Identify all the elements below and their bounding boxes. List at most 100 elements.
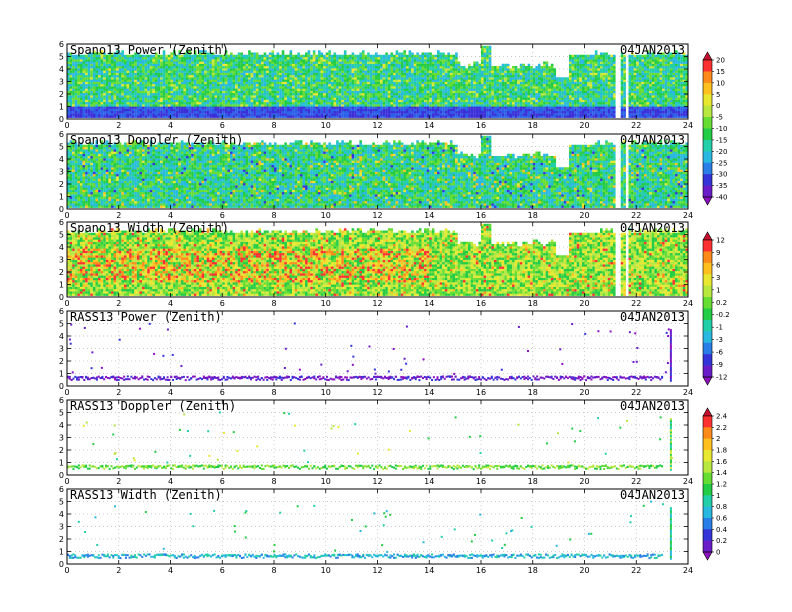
data-cell xyxy=(429,86,432,88)
data-cell xyxy=(258,98,261,100)
data-cell xyxy=(165,73,168,75)
data-cell xyxy=(98,71,101,73)
data-cell xyxy=(409,84,412,86)
data-cell xyxy=(163,82,166,84)
data-cell xyxy=(212,82,215,84)
data-cell xyxy=(72,86,75,88)
data-cell xyxy=(502,113,505,115)
data-cell xyxy=(421,59,424,61)
data-cell xyxy=(362,50,365,52)
data-cell xyxy=(251,82,254,84)
data-cell xyxy=(101,98,104,100)
data-cell xyxy=(310,89,313,91)
data-cell xyxy=(72,116,75,118)
data-cell xyxy=(305,55,308,57)
data-cell xyxy=(499,89,502,91)
data-cell xyxy=(313,89,316,91)
data-cell xyxy=(132,62,135,64)
data-cell xyxy=(111,109,114,111)
data-cell xyxy=(277,102,280,104)
data-cell xyxy=(440,102,443,104)
data-cell xyxy=(406,107,409,109)
data-cell xyxy=(264,116,267,118)
data-cell xyxy=(202,93,205,95)
data-cell xyxy=(290,80,293,82)
data-cell xyxy=(357,66,360,68)
data-cell xyxy=(398,80,401,82)
data-cell xyxy=(240,84,243,86)
data-cell xyxy=(72,109,75,111)
data-cell xyxy=(77,95,80,97)
data-cell xyxy=(230,100,233,102)
data-cell xyxy=(256,111,259,113)
data-cell xyxy=(354,57,357,59)
data-cell xyxy=(165,71,168,73)
data-cell xyxy=(178,84,181,86)
data-cell xyxy=(227,64,230,66)
data-cell xyxy=(478,82,481,84)
data-cell xyxy=(463,107,466,109)
data-cell xyxy=(90,91,93,93)
data-cell xyxy=(256,86,259,88)
data-cell xyxy=(362,57,365,59)
data-cell xyxy=(398,75,401,77)
data-cell xyxy=(403,89,406,91)
data-cell xyxy=(80,107,83,109)
data-cell xyxy=(277,80,280,82)
data-cell xyxy=(344,73,347,75)
data-cell xyxy=(346,62,349,64)
data-cell xyxy=(194,66,197,68)
data-cell xyxy=(199,64,202,66)
data-cell xyxy=(284,86,287,88)
data-cell xyxy=(432,64,435,66)
data-cell xyxy=(277,68,280,70)
data-cell xyxy=(189,77,192,79)
data-cell xyxy=(269,111,272,113)
data-cell xyxy=(124,73,127,75)
data-cell xyxy=(370,84,373,86)
data-cell xyxy=(186,116,189,118)
data-cell xyxy=(147,102,150,104)
data-cell xyxy=(233,59,236,61)
data-cell xyxy=(300,93,303,95)
data-cell xyxy=(145,62,148,64)
data-cell xyxy=(150,104,153,106)
data-cell xyxy=(359,77,362,79)
data-cell xyxy=(432,89,435,91)
data-cell xyxy=(476,71,479,73)
data-cell xyxy=(277,100,280,102)
data-cell xyxy=(186,91,189,93)
data-cell xyxy=(357,89,360,91)
data-cell xyxy=(429,55,432,57)
data-cell xyxy=(75,64,78,66)
data-cell xyxy=(442,91,445,93)
data-cell xyxy=(416,64,419,66)
data-cell xyxy=(323,93,326,95)
data-cell xyxy=(83,102,86,104)
data-cell xyxy=(328,68,331,70)
data-cell xyxy=(398,100,401,102)
data-cell xyxy=(129,89,132,91)
data-cell xyxy=(370,102,373,104)
data-cell xyxy=(227,71,230,73)
data-cell xyxy=(176,89,179,91)
data-cell xyxy=(264,84,267,86)
data-cell xyxy=(339,57,342,59)
data-cell xyxy=(331,75,334,77)
data-cell xyxy=(331,102,334,104)
data-cell xyxy=(383,104,386,106)
data-cell xyxy=(406,86,409,88)
data-cell xyxy=(240,100,243,102)
data-cell xyxy=(520,116,523,118)
data-cell xyxy=(202,113,205,115)
data-cell xyxy=(212,64,215,66)
data-cell xyxy=(279,102,282,104)
data-cell xyxy=(313,104,316,106)
data-cell xyxy=(209,59,212,61)
data-cell xyxy=(481,80,484,82)
data-cell xyxy=(310,100,313,102)
data-cell xyxy=(80,86,83,88)
data-cell xyxy=(165,86,168,88)
data-cell xyxy=(139,116,142,118)
data-cell xyxy=(238,68,241,70)
